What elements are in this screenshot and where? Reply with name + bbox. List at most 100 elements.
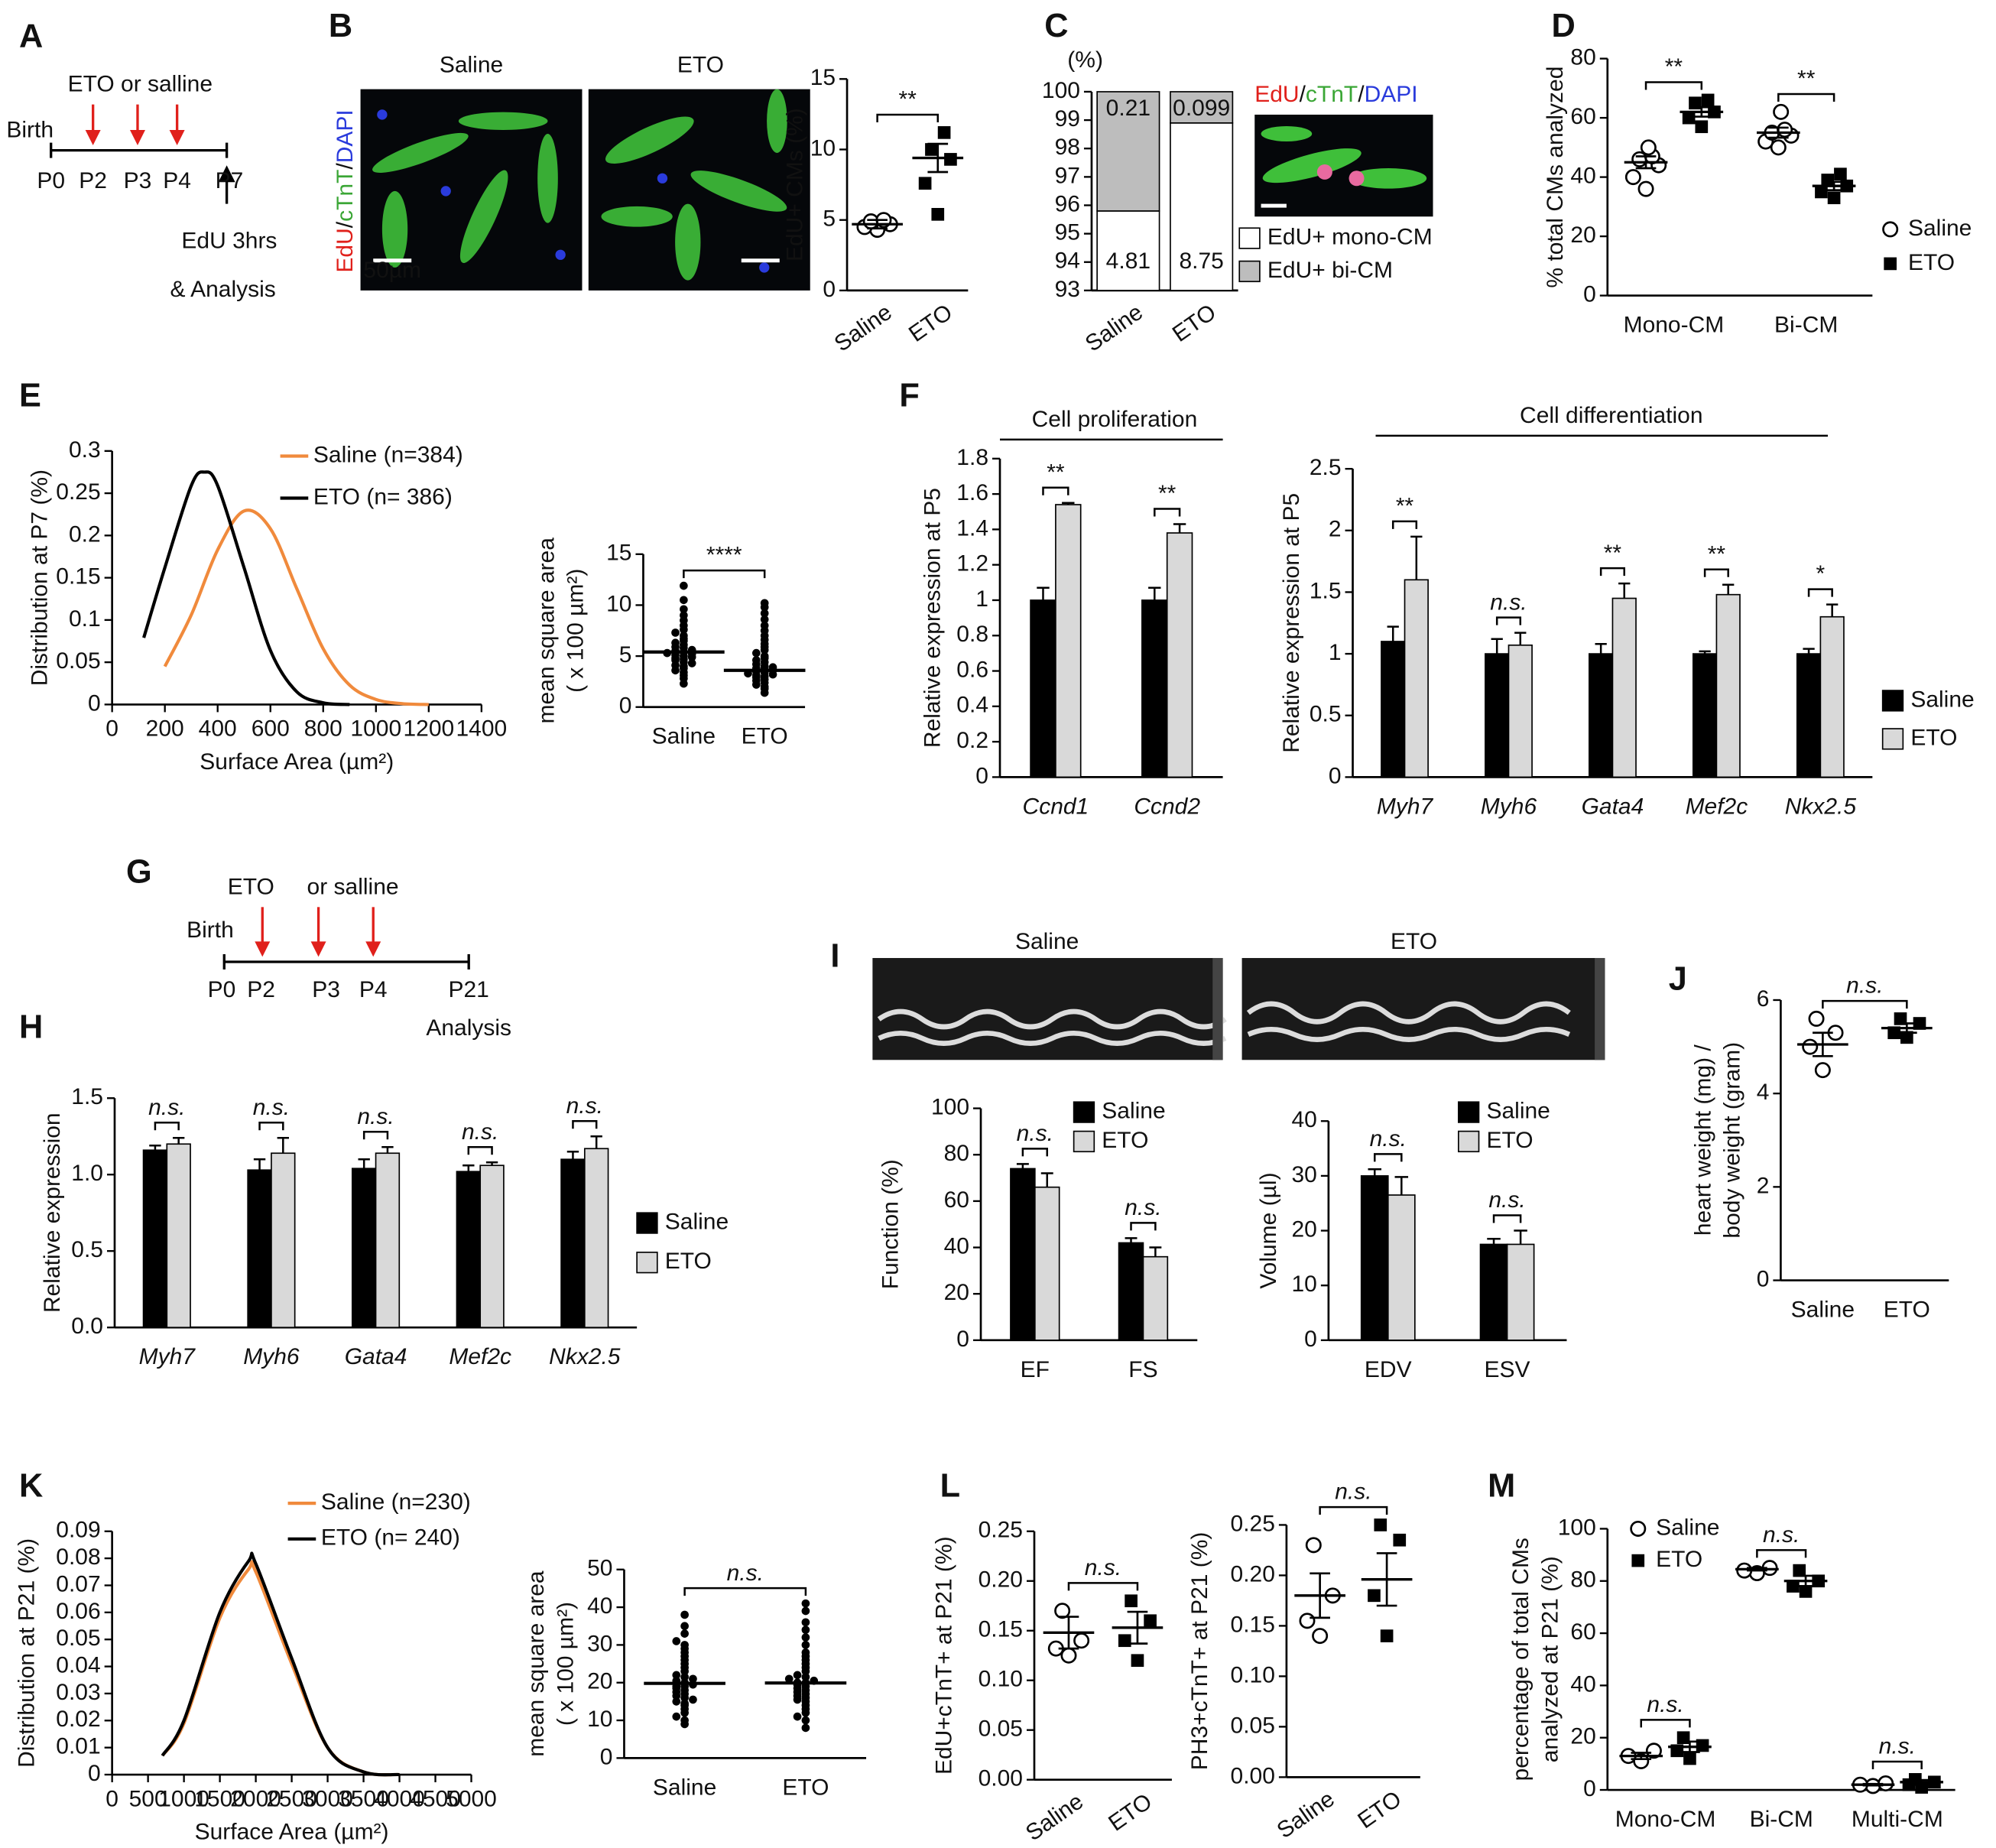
point (1060, 1647, 1077, 1664)
line-series (163, 508, 429, 706)
point (760, 599, 769, 608)
segment-label: 0.21 (1106, 96, 1151, 121)
point (1900, 1031, 1913, 1044)
y-tick-label: 98 (1055, 135, 1080, 160)
bar (1485, 653, 1510, 778)
significance-bracket (1807, 588, 1833, 597)
timeline-text: ETO or salline (68, 72, 213, 97)
y-tick-label: 1.2 (956, 551, 988, 576)
point (801, 1723, 810, 1733)
y-tick-label: 0.05 (1231, 1713, 1275, 1738)
legend-label: ETO (1908, 250, 1955, 275)
x-tick-label: 400 (199, 716, 237, 742)
bar-segment (1096, 91, 1160, 212)
significance: n.s. (1125, 1195, 1161, 1220)
significance-bracket (1154, 508, 1181, 517)
y-tick-label: 100 (1558, 1515, 1596, 1540)
y-tick-label: 20 (1570, 1724, 1595, 1749)
y-tick-label: 30 (1292, 1162, 1317, 1187)
significance-bracket (1021, 1148, 1049, 1157)
point (680, 1672, 689, 1681)
legend-swatch (636, 1212, 658, 1234)
point (925, 143, 938, 156)
bar (1611, 597, 1637, 778)
y-tick-label: 40 (1570, 1671, 1595, 1697)
y-tick-label: 99 (1055, 106, 1080, 132)
bar (1589, 653, 1614, 778)
error-bar (1514, 632, 1527, 645)
x-tick-label: 2000 (230, 1786, 281, 1811)
y-tick-label: 0.10 (1231, 1662, 1275, 1687)
point (801, 1633, 810, 1642)
point (1144, 1614, 1157, 1628)
point (671, 628, 680, 637)
x-tick-label: 5000 (446, 1786, 497, 1811)
y-tick-label: 60 (944, 1187, 969, 1213)
segment-label: 0.099 (1173, 96, 1230, 121)
error-bar (1149, 1246, 1162, 1257)
panel-letter: H (19, 1009, 43, 1046)
image-title: ETO (1391, 929, 1437, 954)
point (1894, 1012, 1907, 1025)
y-tick-label: 97 (1055, 163, 1080, 188)
y-tick-label: 10 (606, 591, 631, 616)
x-tick-label: ETO (1884, 1297, 1930, 1322)
significance-bracket (683, 569, 766, 579)
x-tick-label: 1200 (403, 716, 454, 742)
bar (166, 1143, 191, 1329)
y-tick-label: 0.01 (56, 1734, 100, 1759)
error-bar (381, 1146, 394, 1154)
legend-swatch (1073, 1101, 1095, 1123)
y-tick-label: 10 (587, 1707, 612, 1732)
point (1701, 93, 1715, 107)
error-bar (1595, 642, 1607, 654)
x-tick-label: Nkx2.5 (549, 1344, 621, 1369)
legend-swatch (1458, 1130, 1480, 1153)
y-tick-label: 0.25 (1231, 1511, 1275, 1536)
x-tick-label: FS (1128, 1357, 1157, 1382)
significance: ** (899, 87, 917, 112)
x-tick-label: 4500 (410, 1786, 461, 1811)
point (1380, 1629, 1394, 1642)
x-tick-label: EDV (1365, 1357, 1412, 1382)
error-bar (1487, 1238, 1501, 1245)
significance: n.s. (357, 1104, 394, 1129)
point (937, 126, 951, 139)
legend-label: Saline (1910, 687, 1974, 712)
significance: ** (1665, 54, 1683, 80)
point (680, 1699, 689, 1708)
point (1834, 167, 1847, 181)
line-series (161, 1551, 400, 1777)
y-axis-label: % total CMs analyzed (1543, 67, 1568, 288)
y-tick-label: 80 (944, 1141, 969, 1166)
timeline-text: Birth (6, 118, 54, 143)
y-tick-label: 94 (1055, 248, 1080, 274)
error-bar (1491, 638, 1503, 654)
point (1695, 120, 1709, 134)
panel-letter: F (899, 377, 919, 414)
point (1821, 174, 1835, 187)
point (760, 651, 769, 661)
point (1793, 1564, 1806, 1577)
error-bar (1722, 583, 1735, 595)
legend-label: Saline (n=230) (321, 1489, 471, 1515)
x-tick-label: 3000 (302, 1786, 353, 1811)
legend-swatch (1073, 1130, 1095, 1153)
stain-part: cTnT (333, 170, 358, 222)
bar (1506, 1243, 1535, 1341)
y-tick-label: 0.15 (56, 564, 100, 589)
legend-label: ETO (665, 1249, 712, 1274)
x-tick-label: 2500 (266, 1786, 317, 1811)
significance: n.s. (1335, 1479, 1371, 1505)
error-bar (1016, 1163, 1029, 1169)
x-tick-label: Myh6 (243, 1344, 300, 1369)
y-tick-label: 0.05 (979, 1716, 1023, 1742)
point (680, 611, 688, 620)
point (760, 609, 769, 618)
y-tick-label: 0.6 (956, 657, 988, 682)
y-axis-label: body weight (gram) (1720, 1042, 1745, 1239)
significance: n.s. (566, 1093, 603, 1119)
y-axis-label: Relative expression at P5 (1279, 493, 1304, 753)
y-tick-label: 0 (975, 763, 988, 788)
point (689, 1695, 697, 1704)
